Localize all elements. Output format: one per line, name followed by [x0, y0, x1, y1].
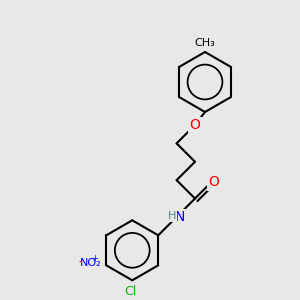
Text: +: +: [91, 254, 98, 263]
Text: H: H: [167, 211, 176, 221]
Text: N: N: [174, 210, 185, 224]
Text: Cl: Cl: [124, 285, 136, 298]
Text: CH₃: CH₃: [195, 38, 215, 48]
Text: NO₂: NO₂: [80, 258, 101, 268]
Text: -: -: [79, 256, 82, 266]
Text: O: O: [209, 176, 220, 189]
Text: O: O: [190, 118, 200, 132]
